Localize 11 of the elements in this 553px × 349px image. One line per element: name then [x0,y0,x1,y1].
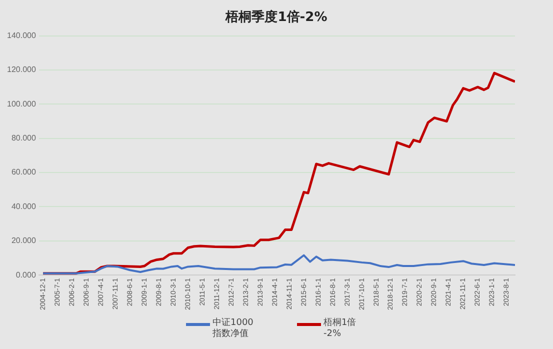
y-tick-label: 40.000 [11,202,36,211]
y-tick-label: 20.000 [11,236,36,246]
chart-title: 梧桐季度1倍-2% [224,8,328,26]
legend-label: 中证1000 指数净值 [212,318,254,340]
y-tick-label: 100.000 [6,99,36,108]
y-tick-label: 80.000 [11,134,36,143]
y-tick-label: 140.000 [6,31,36,40]
y-tick-label: 60.000 [11,168,36,177]
legend-label: 梧桐1倍 -2% [324,318,358,340]
y-tick-label: 120.000 [6,65,36,74]
y-tick-label: 0.000 [16,270,36,280]
